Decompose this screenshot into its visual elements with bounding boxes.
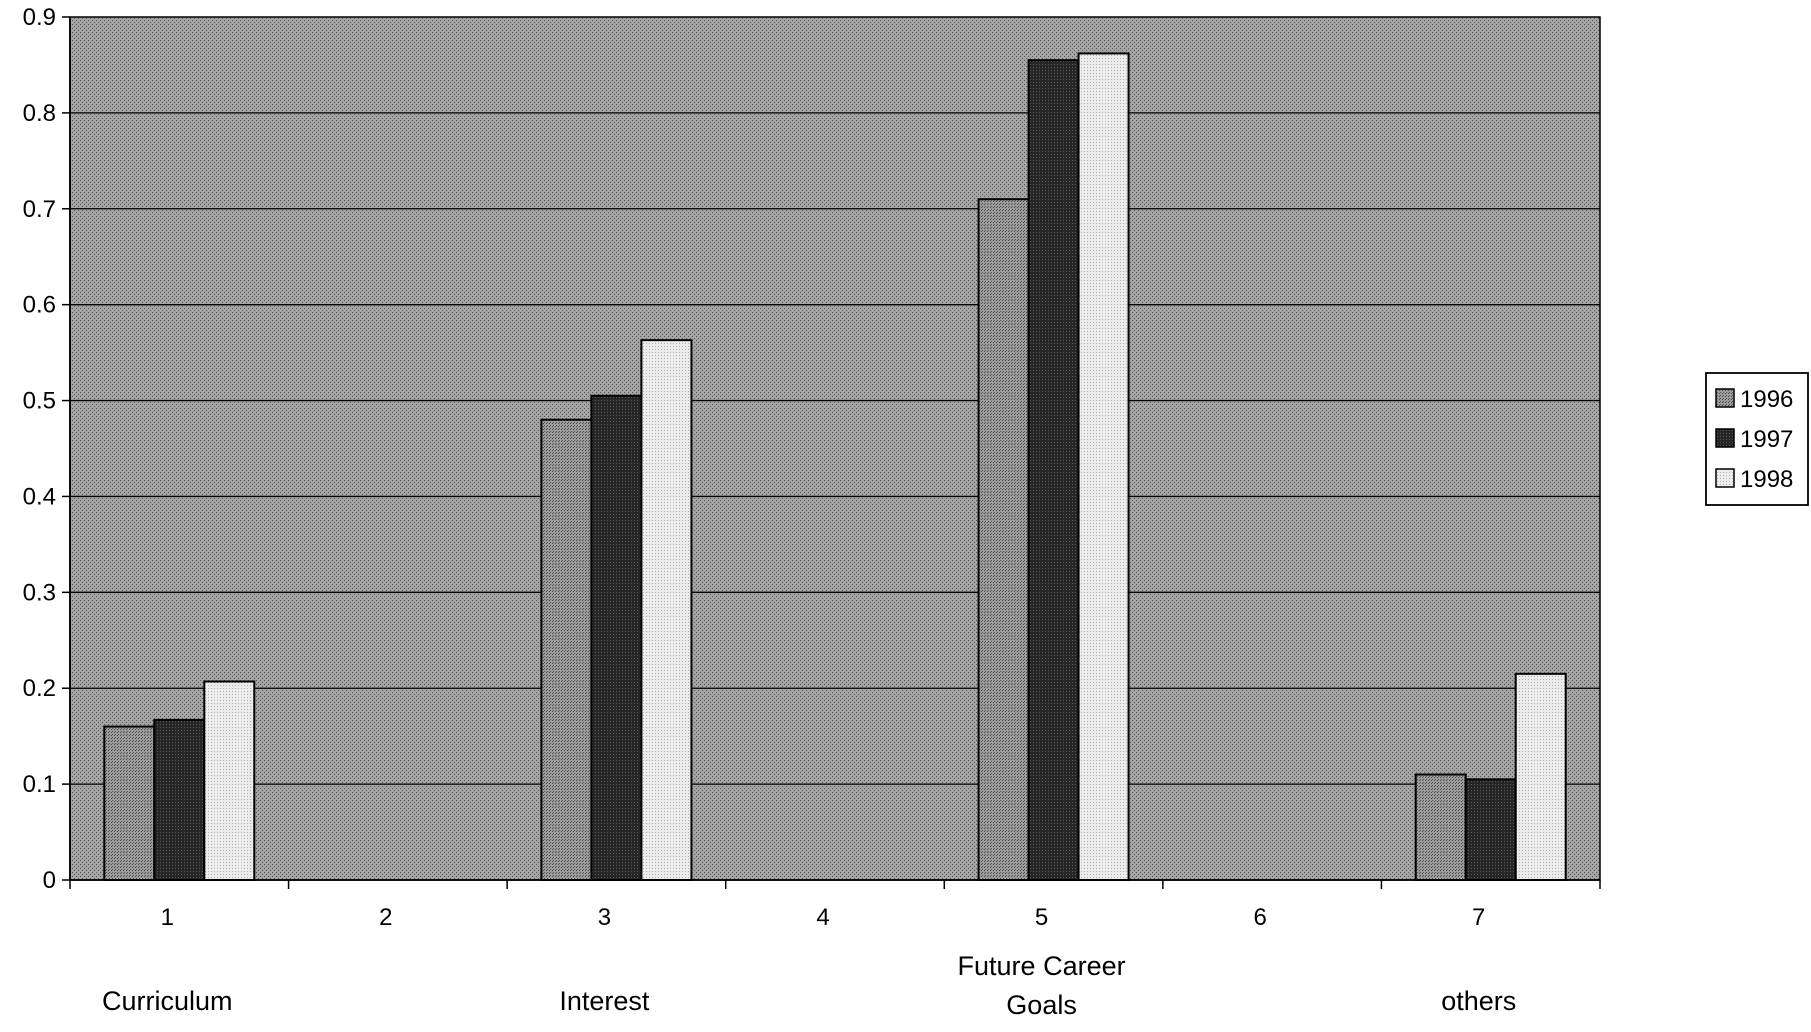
legend: 1996 1997 1998 (1705, 372, 1809, 506)
legend-label: 1996 (1740, 386, 1793, 413)
bar-1997-5 (1027, 59, 1080, 881)
x-tick-label: 5 (1035, 904, 1048, 931)
category-label: Curriculum (102, 986, 233, 1016)
y-tick-label: 0.4 (23, 483, 56, 510)
category-label: Interest (559, 986, 650, 1016)
x-tick-label: 4 (816, 904, 829, 931)
x-tick-label: 3 (598, 904, 611, 931)
bar-1997-7 (1464, 778, 1517, 881)
legend-label: 1997 (1740, 426, 1793, 453)
y-tick-label: 0.6 (23, 292, 56, 319)
y-tick-label: 0.9 (23, 4, 56, 31)
y-tick-label: 0.8 (23, 100, 56, 127)
category-label: others (1441, 986, 1516, 1016)
legend-swatch-1996 (1715, 388, 1735, 408)
y-tick-label: 0.5 (23, 388, 56, 415)
x-tick-label: 1 (161, 904, 174, 931)
bar-1996-1 (103, 725, 156, 881)
x-tick-label: 6 (1253, 904, 1266, 931)
y-tick-label: 0.2 (23, 675, 56, 702)
bar-1997-3 (590, 394, 643, 881)
plot-background (69, 16, 1601, 881)
bar-1996-7 (1414, 773, 1467, 881)
category-label: Goals (1006, 990, 1077, 1020)
legend-swatch-1998 (1715, 468, 1735, 488)
bar-1996-5 (977, 198, 1030, 881)
bar-1996-3 (540, 418, 593, 881)
x-tick-label: 2 (379, 904, 392, 931)
y-tick-label: 0 (43, 867, 56, 894)
legend-swatch-1997 (1715, 428, 1735, 448)
legend-label: 1998 (1740, 466, 1793, 493)
y-tick-label: 0.1 (23, 771, 56, 798)
bar-1998-1 (203, 680, 256, 882)
bar-1998-3 (640, 339, 693, 881)
x-tick-label: 7 (1472, 904, 1485, 931)
plot-area (69, 16, 1601, 881)
category-label: Future Career (958, 951, 1126, 981)
axes: 0 0.1 0.2 0.3 0.4 0.5 0.6 0.7 0.8 0.9 1 Curriculum 2… (23, 4, 1601, 1020)
bars (103, 52, 1567, 882)
y-tick-label: 0.3 (23, 579, 56, 606)
bar-1998-7 (1514, 672, 1567, 881)
bar-1998-5 (1077, 52, 1130, 881)
y-tick-label: 0.7 (23, 196, 56, 223)
bar-1997-1 (153, 718, 206, 881)
